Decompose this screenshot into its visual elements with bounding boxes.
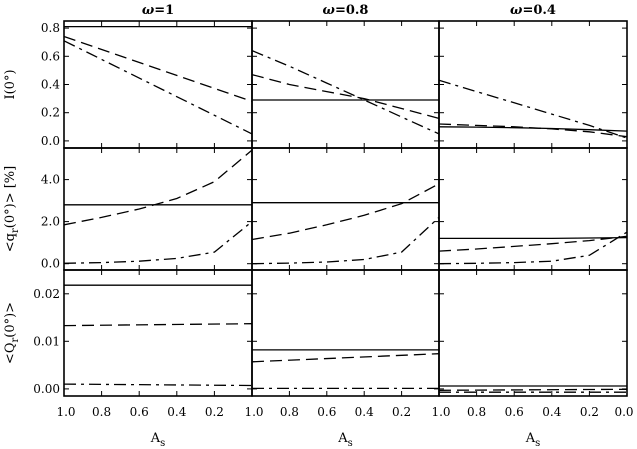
ytick-label-r1-4: 0.8	[41, 21, 60, 35]
series-dashdot-r2-c2	[251, 216, 440, 265]
panel-frame-r3-c3	[438, 269, 628, 397]
series-dashdot-r2-c3	[438, 231, 628, 265]
panel-frame-r1-c1	[63, 20, 253, 149]
panel-frame-r2-c1	[63, 147, 253, 271]
column-title-2: ω=0.8	[323, 3, 369, 18]
series-dashdot-r1-c2	[251, 50, 440, 135]
series-dashed-r1-c2	[251, 73, 440, 120]
xtick-label-c1-3: 0.4	[167, 405, 186, 419]
ylabel-r1: I(0°)	[3, 69, 18, 99]
panel-frame-r2-c3	[438, 147, 628, 271]
ytick-label-r2-2: 4.0	[41, 173, 60, 187]
ytick-label-r3-1: 0.01	[33, 334, 60, 348]
series-dashed-r1-c3	[438, 123, 628, 138]
column-title-1: ω=1	[142, 3, 174, 18]
panel-frame-r3-c1	[63, 269, 253, 397]
xtick-label-c1-0: 1.0	[56, 405, 75, 419]
xtick-label-c3-1: 0.8	[467, 405, 486, 419]
xtick-label-c3-0: 1.0	[431, 405, 450, 419]
xtick-label-c2-2: 0.6	[317, 405, 336, 419]
panel-frame-r3-c2	[251, 269, 440, 397]
series-dashdot-r2-c1	[63, 221, 253, 264]
ylabel-r3: <Qr(0°)>	[3, 302, 21, 364]
series-dashdot-r1-c1	[63, 40, 253, 135]
series-dashed-r3-c2	[251, 353, 440, 363]
ytick-label-r1-2: 0.4	[41, 78, 60, 92]
panel-frame-r1-c2	[251, 20, 440, 149]
xtick-label-c1-1: 0.8	[92, 405, 111, 419]
xtick-label-c1-4: 0.2	[205, 405, 224, 419]
panel-frame-r2-c2	[251, 147, 440, 271]
xtick-label-c3-3: 0.4	[542, 405, 561, 419]
xtick-label-c2-0: 1.0	[244, 405, 263, 419]
series-dashed-r2-c2	[251, 183, 440, 241]
xtick-label-c3-5: 0.0	[614, 405, 633, 419]
ytick-label-r3-0: 0.00	[33, 382, 60, 396]
xtick-label-c2-4: 0.2	[392, 405, 411, 419]
xtick-label-c3-4: 0.2	[580, 405, 599, 419]
xlabel-c1: As	[150, 431, 166, 449]
series-dashed-r3-c1	[63, 323, 253, 327]
series-dashed-r2-c1	[63, 149, 253, 226]
series-dashed-r2-c3	[438, 235, 628, 252]
xtick-label-c1-2: 0.6	[130, 405, 149, 419]
series-dashed-r3-c3	[438, 388, 628, 391]
column-title-3: ω=0.4	[510, 3, 556, 18]
xtick-label-c3-2: 0.6	[505, 405, 524, 419]
ytick-label-r1-3: 0.6	[41, 49, 60, 63]
ytick-label-r3-2: 0.02	[33, 287, 60, 301]
series-dashdot-r3-c1	[63, 383, 253, 387]
ytick-label-r2-1: 2.0	[41, 215, 60, 229]
ytick-label-r2-0: 0.0	[41, 257, 60, 271]
series-dashed-r1-c1	[63, 35, 253, 103]
xlabel-c3: As	[525, 431, 541, 449]
xlabel-c2: As	[337, 431, 353, 449]
series-dashdot-r1-c3	[438, 79, 628, 139]
ytick-label-r1-0: 0.0	[41, 134, 60, 148]
ylabel-r2: <qr(0°)> [%]	[3, 166, 21, 252]
xtick-label-c2-3: 0.4	[355, 405, 374, 419]
ytick-label-r1-1: 0.2	[41, 106, 60, 120]
series-solid-r2-c3	[439, 236, 628, 240]
xtick-label-c2-1: 0.8	[280, 405, 299, 419]
